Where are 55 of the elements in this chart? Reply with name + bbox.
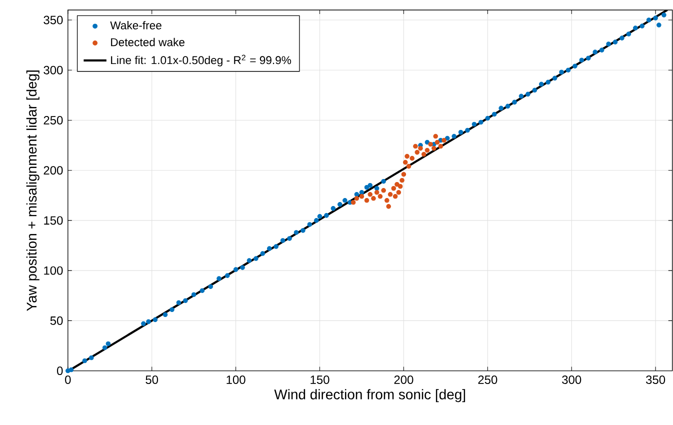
x-tick-label: 200 [394,376,414,384]
point [413,144,418,149]
y-tick-label: 350 [44,16,63,24]
y-axis-title: Yaw position + misalignment lidar [deg] [26,70,40,312]
point [368,192,373,197]
x-tick-label: 350 [646,376,666,384]
y-tick-label: 150 [44,216,63,225]
point [392,194,398,199]
point [386,204,391,209]
point [414,150,420,155]
legend-label: Detected wake [111,38,184,46]
x-tick-label: 100 [226,376,246,384]
point [442,138,446,143]
x-tick-label: 300 [562,376,582,384]
y-tick-label: 0 [56,366,63,376]
point [396,190,402,195]
legend-label: Line fit: 1.01x-0.50deg - R$^{2}$ = 99.9% [111,54,292,67]
point [421,152,426,157]
point [384,198,390,203]
point [418,146,423,151]
point [371,196,376,201]
x-tick-label: 50 [146,376,158,384]
y-tick-label: 200 [44,166,63,175]
point [388,192,393,197]
point [438,144,444,149]
point [401,172,406,177]
point [402,160,408,165]
point [424,148,430,153]
y-tick-label: 300 [44,66,63,75]
point [394,182,400,187]
point [381,188,386,193]
point [374,190,380,195]
x-tick-label: 250 [478,376,498,384]
x-axis-title: Wind direction from sonic [deg] [274,389,466,402]
point [433,134,438,139]
point [432,146,436,151]
legend-label: Wake-free [110,21,162,30]
point [428,142,433,147]
point [391,186,396,191]
point [406,164,412,169]
point [400,178,404,183]
point [434,140,440,145]
point [404,154,410,159]
y-tick-label: 250 [44,116,63,125]
x-tick-label: 150 [310,376,330,384]
point [364,198,370,203]
y-tick-label: 50 [50,316,63,326]
point [359,194,364,199]
point [378,194,383,199]
point [398,184,403,189]
x-tick-label: 0 [65,376,71,384]
point [410,156,414,161]
point [354,196,360,201]
point [350,200,356,205]
y-tick-label: 100 [44,266,63,275]
